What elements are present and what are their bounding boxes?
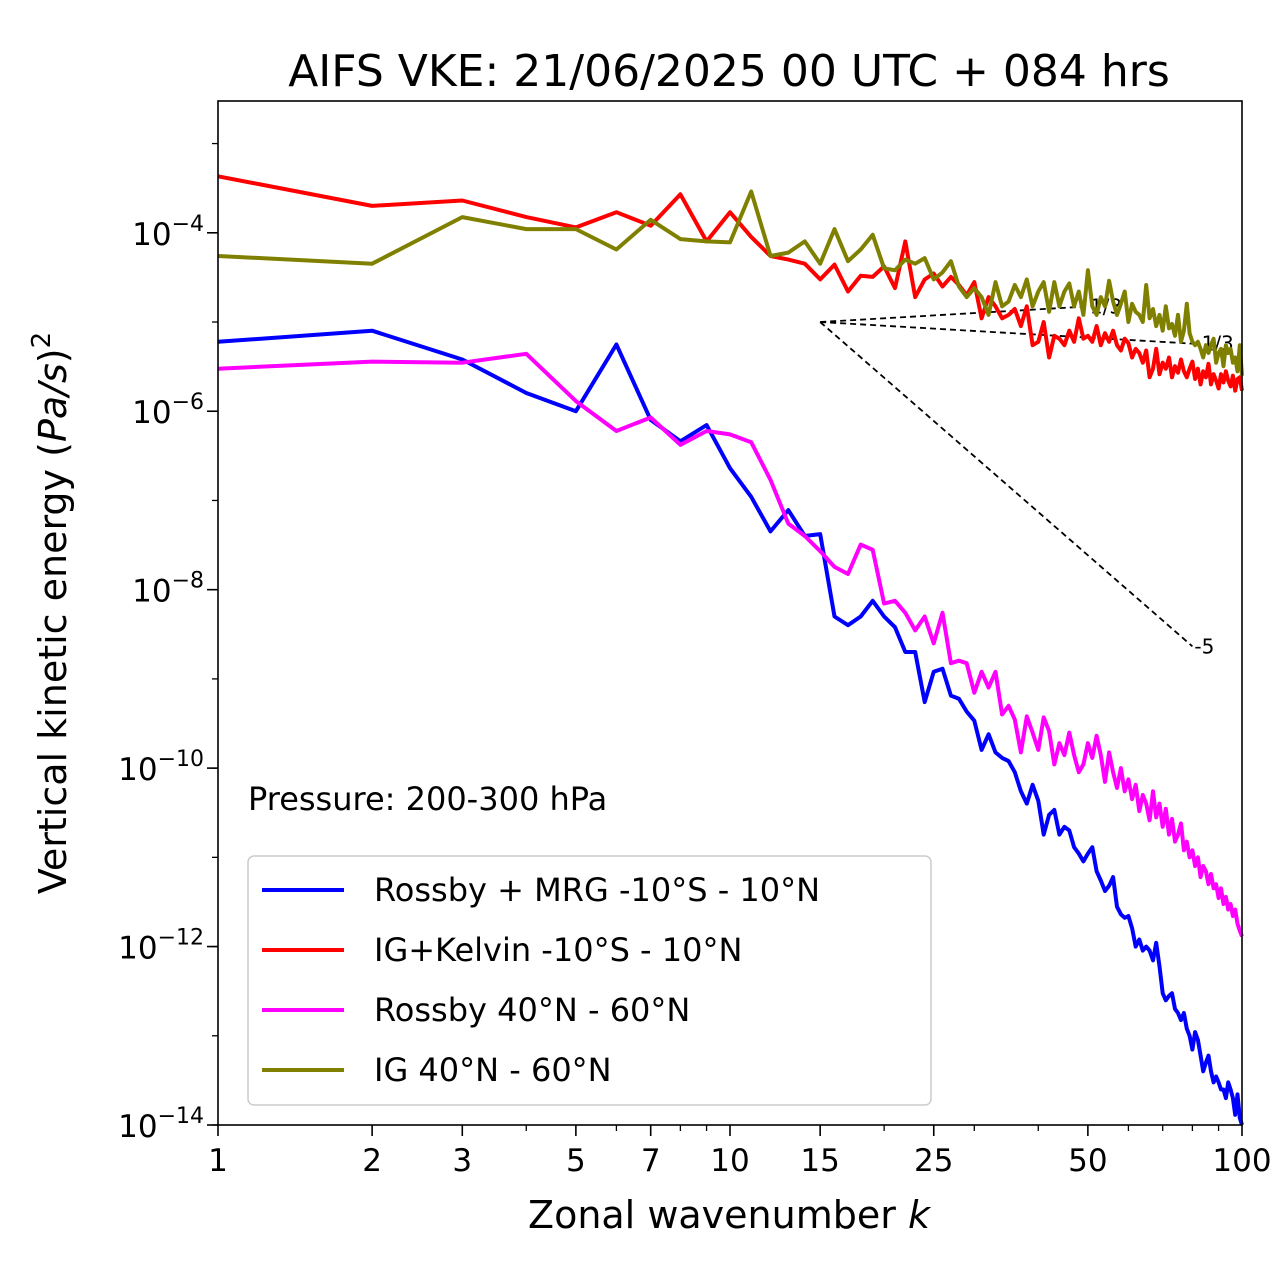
y-tick-label: 10−6 (132, 390, 204, 431)
y-axis-label-exp: 2 (27, 332, 57, 349)
x-tick-label: 25 (914, 1143, 953, 1179)
x-axis-label-text: Zonal wavenumber (528, 1193, 896, 1237)
x-tick-label: 15 (800, 1143, 839, 1179)
x-tick-label: 1 (208, 1143, 228, 1179)
y-tick-label: 10−8 (132, 569, 204, 610)
series-line-2 (217, 351, 1244, 938)
y-axis-label: Vertical kinetic energy (Pa/s)2 (27, 332, 75, 894)
slope-label-2: -5 (1194, 634, 1214, 658)
y-axis: 10−4 10−6 10−8 10−10 10−12 10−14 (118, 142, 218, 1145)
y-tick-label: 10−10 (118, 747, 204, 788)
series-line-0 (217, 328, 1244, 1126)
legend-label-1: IG+Kelvin -10°S - 10°N (374, 931, 742, 969)
x-axis: 1 2 3 5 7 10 15 25 50 100 (208, 1125, 1272, 1179)
x-tick-label: 10 (710, 1143, 749, 1179)
series-line-1 (217, 174, 1244, 393)
slope-line-1 (820, 321, 1193, 345)
series-line-3 (217, 189, 1244, 376)
series-lines (217, 174, 1244, 1126)
x-tick-label: 100 (1212, 1143, 1271, 1179)
x-axis-label-var: k (908, 1193, 932, 1237)
x-tick-label: 5 (566, 1143, 586, 1179)
chart-title: AIFS VKE: 21/06/2025 00 UTC + 084 hrs (288, 46, 1170, 97)
slope-line-0 (820, 305, 1088, 323)
y-tick-label: 10−12 (118, 926, 204, 967)
y-tick-label: 10−14 (118, 1104, 204, 1145)
legend: Rossby + MRG -10°S - 10°N IG+Kelvin -10°S… (247, 855, 932, 1106)
x-tick-label: 2 (362, 1143, 382, 1179)
y-axis-label-prefix: Vertical kinetic energy ( (31, 442, 75, 894)
x-tick-label: 3 (452, 1143, 472, 1179)
x-tick-label: 50 (1068, 1143, 1107, 1179)
legend-label-3: IG 40°N - 60°N (374, 1051, 612, 1089)
pressure-annotation: Pressure: 200-300 hPa (248, 780, 607, 818)
x-tick-label: 7 (641, 1143, 661, 1179)
y-axis-label-suffix: ) (31, 348, 75, 363)
legend-box (247, 855, 932, 1106)
legend-label-2: Rossby 40°N - 60°N (374, 991, 690, 1029)
legend-label-0: Rossby + MRG -10°S - 10°N (374, 871, 820, 909)
x-axis-label: Zonal wavenumber k (528, 1193, 932, 1237)
y-axis-label-var: Pa/s (31, 363, 75, 442)
slope-line-2 (819, 321, 1193, 648)
y-tick-label: 10−4 (132, 212, 204, 253)
